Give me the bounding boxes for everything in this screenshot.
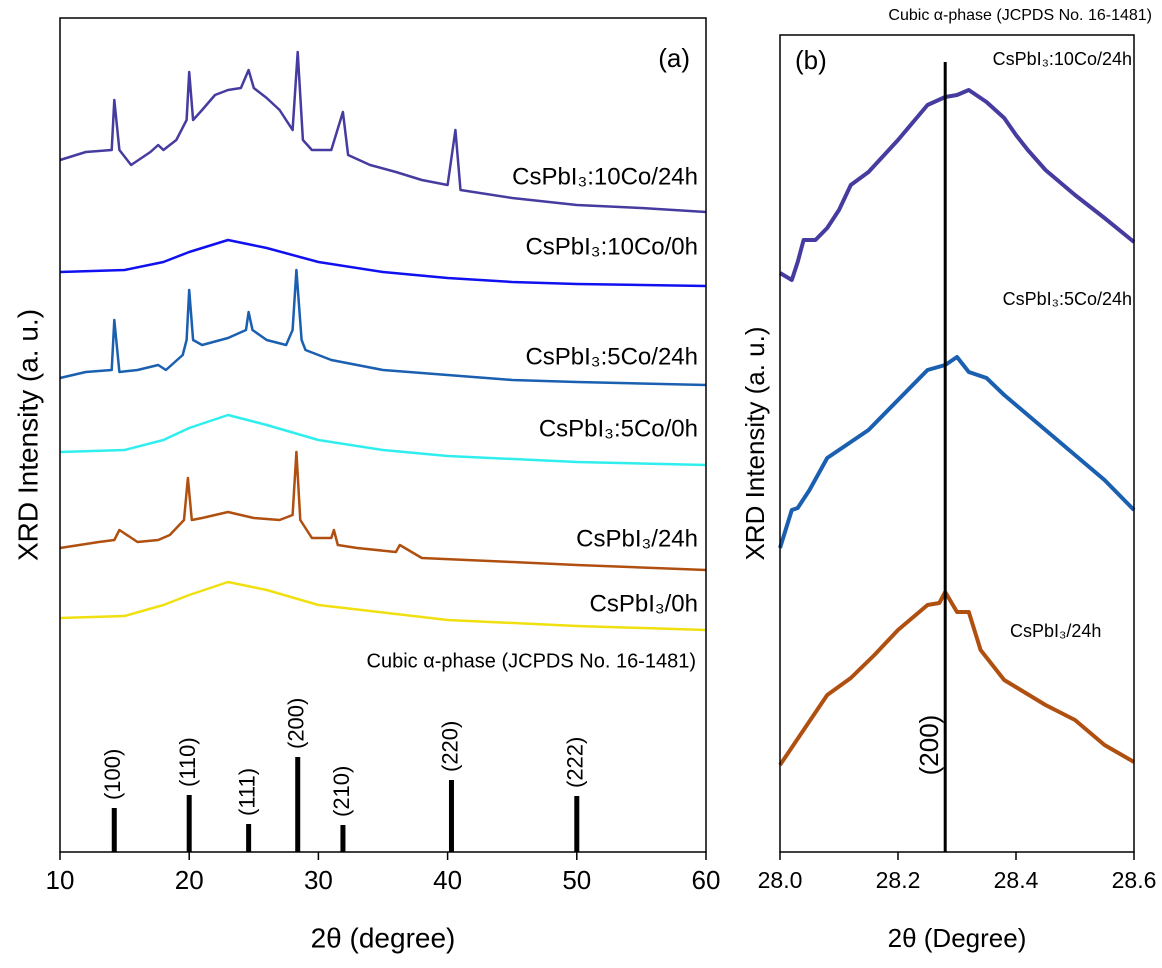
- x-tick-label: 20: [175, 865, 204, 895]
- legend-label: CsPbI₃/0h: [590, 590, 699, 617]
- panel-label: (b): [795, 45, 827, 75]
- reference-label: (111): [234, 768, 259, 816]
- x-tick-label: 60: [692, 865, 721, 895]
- panel-label: (a): [658, 43, 690, 73]
- legend-label: CsPbI₃:10Co/24h: [512, 163, 698, 190]
- x-tick-label: 28.0: [758, 867, 803, 893]
- x-tick-label: 28.4: [994, 867, 1039, 893]
- legend-label: CsPbI₃/24h: [1010, 621, 1101, 641]
- reference-title: Cubic α-phase (JCPDS No. 16-1481): [367, 650, 696, 672]
- legend-label: CsPbI₃:10Co/24h: [993, 49, 1132, 69]
- series-line: [778, 590, 1135, 767]
- reference-label: (220): [437, 721, 462, 772]
- x-axis-title: 2θ (degree): [311, 922, 456, 953]
- x-tick-label: 28.2: [876, 867, 921, 893]
- y-axis-title: XRD Intensity (a. u.): [740, 326, 770, 560]
- reference-label: (222): [563, 737, 588, 788]
- series-line: [59, 268, 707, 387]
- reference-label: (210): [329, 766, 354, 817]
- legend-label: CsPbI₃:5Co/0h: [539, 415, 698, 442]
- series-line: [778, 88, 1136, 282]
- reference-label: (110): [175, 737, 200, 787]
- reference-label: (200): [914, 715, 944, 776]
- series-line: [59, 238, 707, 288]
- x-tick-label: 50: [562, 865, 591, 895]
- x-tick-label: 40: [433, 865, 462, 895]
- legend-label: CsPbI₃:10Co/0h: [525, 233, 698, 260]
- x-tick-label: 30: [304, 865, 333, 895]
- legend-label: CsPbI₃:5Co/24h: [525, 343, 698, 370]
- series-line: [59, 50, 707, 214]
- y-axis-title: XRD Intensity (a. u.): [12, 309, 43, 561]
- reference-label: (100): [100, 749, 125, 800]
- x-tick-label: 28.6: [1112, 867, 1157, 893]
- series-line: [59, 413, 707, 467]
- plot-frame: [59, 17, 707, 853]
- series-line: [778, 355, 1136, 549]
- legend-label: CsPbI₃:5Co/24h: [1003, 289, 1132, 309]
- reference-label: (200): [284, 698, 309, 749]
- plot-frame: [779, 34, 1135, 853]
- series-line: [59, 580, 707, 632]
- x-axis-title: 2θ (Degree): [888, 923, 1027, 953]
- series-line: [59, 450, 707, 572]
- legend-label: CsPbI₃/24h: [576, 525, 698, 552]
- x-tick-label: 10: [46, 865, 75, 895]
- panel-title: Cubic α-phase (JCPDS No. 16-1481): [888, 7, 1152, 24]
